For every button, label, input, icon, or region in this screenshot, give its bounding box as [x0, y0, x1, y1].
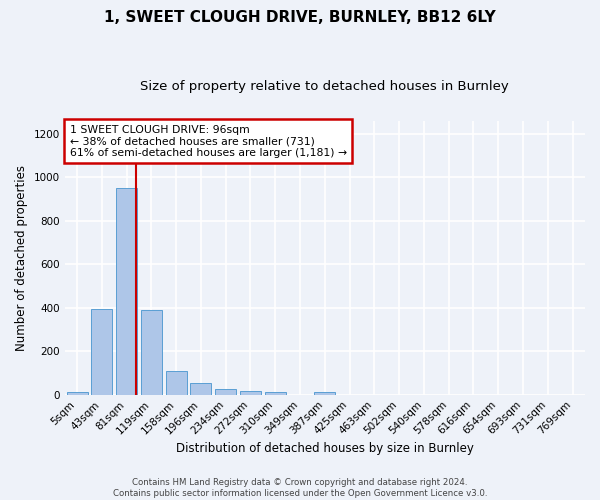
Bar	[166, 371, 187, 394]
Bar	[67, 392, 88, 394]
X-axis label: Distribution of detached houses by size in Burnley: Distribution of detached houses by size …	[176, 442, 474, 455]
Text: Contains HM Land Registry data © Crown copyright and database right 2024.
Contai: Contains HM Land Registry data © Crown c…	[113, 478, 487, 498]
Bar	[91, 309, 112, 394]
Y-axis label: Number of detached properties: Number of detached properties	[15, 164, 28, 350]
Bar	[141, 310, 162, 394]
Title: Size of property relative to detached houses in Burnley: Size of property relative to detached ho…	[140, 80, 509, 93]
Bar	[240, 392, 261, 394]
Bar	[265, 392, 286, 394]
Text: 1 SWEET CLOUGH DRIVE: 96sqm
← 38% of detached houses are smaller (731)
61% of se: 1 SWEET CLOUGH DRIVE: 96sqm ← 38% of det…	[70, 124, 347, 158]
Bar	[116, 188, 137, 394]
Bar	[314, 392, 335, 394]
Text: 1, SWEET CLOUGH DRIVE, BURNLEY, BB12 6LY: 1, SWEET CLOUGH DRIVE, BURNLEY, BB12 6LY	[104, 10, 496, 25]
Bar	[215, 389, 236, 394]
Bar	[190, 384, 211, 394]
